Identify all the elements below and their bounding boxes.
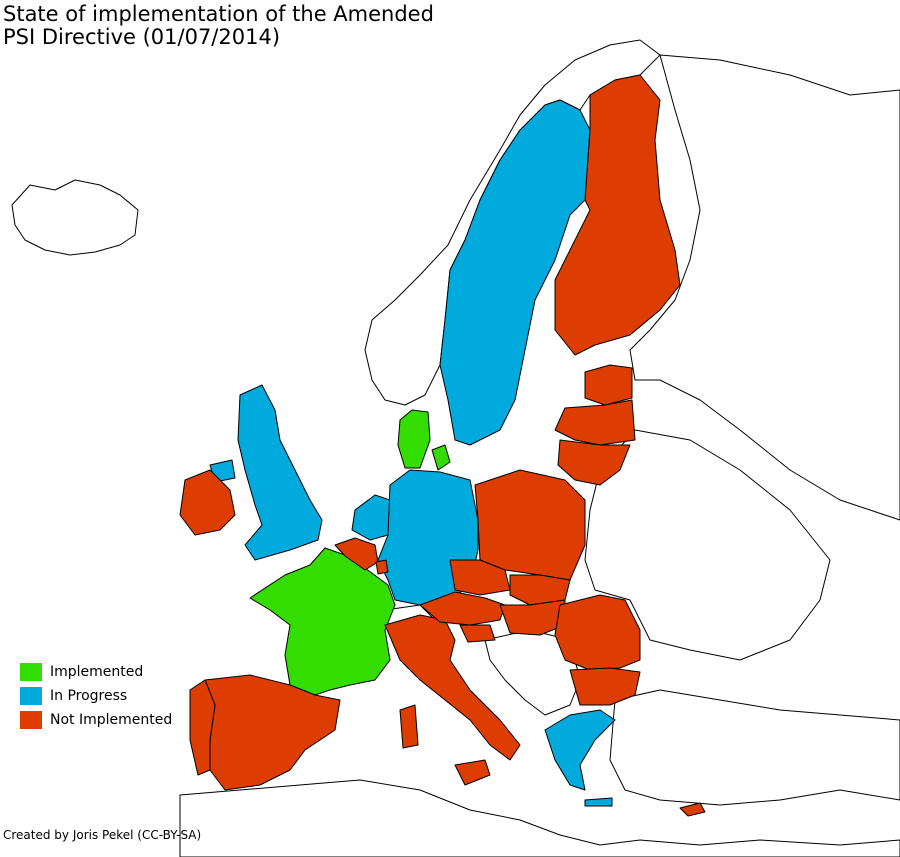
legend: Implemented In Progress Not Implemented [20, 660, 172, 732]
bulgaria-shape [569, 667, 641, 706]
luxembourg-shape [375, 559, 389, 575]
balkans-shape [484, 629, 581, 716]
latvia-shape [554, 399, 636, 446]
romania-shape [554, 594, 641, 671]
sardinia-shape [399, 704, 419, 749]
denmark-islands-shape [431, 444, 451, 471]
hungary-shape [499, 599, 566, 636]
legend-swatch-in-progress [20, 687, 42, 705]
sicily-shape [454, 759, 491, 786]
non-eu-landmass [11, 39, 900, 857]
map-title: State of implementation of the Amended P… [3, 3, 434, 49]
belarus-ukraine-shape [584, 429, 831, 661]
estonia-shape [584, 364, 633, 406]
poland-shape [474, 469, 586, 581]
legend-label-implemented: Implemented [50, 664, 144, 680]
lithuania-shape [557, 439, 631, 486]
cyprus-shape [679, 802, 706, 817]
credit-text: Created by Joris Pekel (CC-BY-SA) [3, 828, 202, 842]
finland-shape [554, 74, 681, 356]
russia-shape [629, 54, 900, 521]
italy-shape [384, 614, 521, 761]
france-shape [249, 547, 396, 696]
portugal-shape [189, 679, 216, 776]
iceland-shape [11, 179, 139, 256]
map-title-line2: PSI Directive (01/07/2014) [3, 25, 281, 49]
turkey-shape [609, 689, 900, 806]
legend-item-implemented: Implemented [20, 660, 172, 684]
legend-swatch-implemented [20, 663, 42, 681]
slovenia-shape [459, 624, 496, 643]
united-kingdom-shape [237, 384, 323, 561]
legend-label-in-progress: In Progress [50, 688, 128, 704]
implemented-countries [249, 409, 451, 696]
legend-label-not-implemented: Not Implemented [50, 712, 173, 728]
map-title-line1: State of implementation of the Amended [3, 2, 434, 26]
legend-item-in-progress: In Progress [20, 684, 172, 708]
ireland-shape [179, 469, 236, 536]
legend-item-not-implemented: Not Implemented [20, 708, 172, 732]
legend-swatch-not-implemented [20, 711, 42, 729]
crete-shape [584, 797, 613, 807]
north-africa-shape [179, 779, 900, 857]
denmark-shape [397, 409, 431, 469]
not-implemented-countries [179, 74, 706, 817]
greece-shape [544, 709, 616, 791]
netherlands-shape [351, 494, 391, 541]
